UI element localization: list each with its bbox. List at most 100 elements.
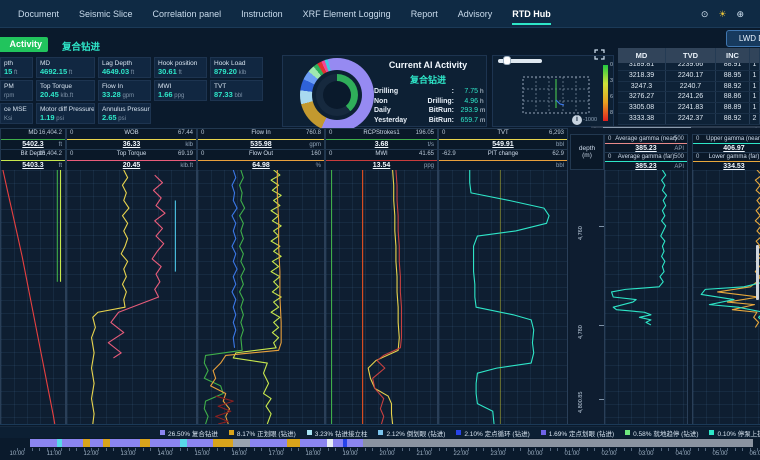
table-row[interactable]: 3247.3 2240.7 88.92 1 xyxy=(618,81,760,93)
legend-item-26-50[interactable]: 26.50% 复合钻进 xyxy=(160,428,218,438)
curve-name: PIT change xyxy=(487,151,519,157)
scale-max: 69.19 xyxy=(177,151,193,157)
timeline-tick xyxy=(483,448,485,451)
nav-item-correlation-panel[interactable]: Correlation panel xyxy=(152,8,222,19)
metric-value: 4649.03 ft xyxy=(102,67,135,76)
timeline-tick xyxy=(646,448,647,451)
stat-label: Drilling xyxy=(374,88,399,96)
table-row[interactable]: 3333.38 2242.37 88.92 2 xyxy=(618,113,760,125)
timeline-tick xyxy=(224,448,226,451)
stat-unit: h xyxy=(480,88,484,96)
table-row[interactable]: 3276.27 2241.26 88.86 1 xyxy=(618,92,760,104)
curve-name: MWI xyxy=(375,151,388,157)
timeline-tick xyxy=(372,448,374,451)
metric-label: Motor diff Pressure xyxy=(40,106,95,113)
table-row[interactable]: 3218.39 2240.17 88.95 1 xyxy=(618,70,760,82)
stat-unit: m xyxy=(480,107,486,115)
metric-value: 1.19 psi xyxy=(40,113,64,122)
metric-label: PM xyxy=(4,83,14,90)
curve-value-row: 5402.3 ft xyxy=(1,140,65,150)
scale-min: -62.9 xyxy=(442,151,456,157)
ai-panel-activity: 复合钻进 xyxy=(409,75,446,85)
depth-tick-mark xyxy=(599,398,604,400)
nav-item-rtd-hub[interactable]: RTD Hub xyxy=(512,0,551,28)
legend-item-1-69[interactable]: 1.69% 定点划眼 (钻进) xyxy=(540,428,615,438)
metric-label: Top Torque xyxy=(40,83,73,90)
timeline-segment xyxy=(333,439,343,447)
table-row[interactable]: 3305.08 2241.83 88.89 1 xyxy=(618,103,760,114)
curve-unit: API xyxy=(674,164,684,170)
legend-item-0-58[interactable]: 0.58% 就地趋停 (钻进) xyxy=(625,428,698,438)
fullscreen-icon[interactable] xyxy=(594,49,605,60)
curve-scale-row: 0 TVT 6,293 xyxy=(439,129,567,140)
curve-value-row: 5403.3 ft xyxy=(1,161,65,172)
nav-item-instruction[interactable]: Instruction xyxy=(241,8,283,19)
curve-value: 5402.3 xyxy=(22,140,44,148)
timeline-tick xyxy=(335,448,337,451)
metric-unit: psi xyxy=(116,116,126,122)
nav-item-advisory[interactable]: Advisory xyxy=(457,8,493,19)
log-curve xyxy=(233,170,281,424)
timeline-tick xyxy=(461,448,462,451)
nav-item-seismic-slice[interactable]: Seismic Slice xyxy=(79,8,133,19)
timeline-tick xyxy=(379,448,381,451)
nav-item-xrf-element-logging[interactable]: XRF Element Logging xyxy=(302,8,391,19)
table-cell: 2242.37 xyxy=(666,113,716,124)
timeline-tick xyxy=(749,448,751,451)
depth-label: depth xyxy=(578,145,596,152)
legend-color-swatch xyxy=(306,430,312,435)
activity-timeline-strip[interactable] xyxy=(30,439,760,447)
log-curve xyxy=(3,170,55,424)
vertical-scrollbar-thumb[interactable] xyxy=(756,245,759,300)
colorbar-tick: 8 xyxy=(610,110,614,116)
nav-item-document[interactable]: Document xyxy=(18,8,60,19)
wellbore-3d-view[interactable] xyxy=(520,70,594,118)
track-header: 0 WOB 67.44 36.33 klb 0 Top Torque 69.19 20.45 kl… xyxy=(66,128,197,172)
table-cell: 2241.26 xyxy=(666,92,716,103)
wellbore-3d-panel xyxy=(492,55,614,127)
nav-items: Document Seismic Slice Correlation panel In… xyxy=(18,0,571,28)
sun-icon[interactable]: ☀ xyxy=(718,8,727,19)
legend-item-2-12[interactable]: 2.12% 倒划眼 (钻进) xyxy=(378,428,445,438)
metric-unit: ft xyxy=(129,70,135,76)
track-plot xyxy=(0,170,66,424)
metric-unit: klb xyxy=(236,70,247,76)
timeline-tick xyxy=(675,448,677,451)
timeline-tick xyxy=(697,448,699,451)
nav-item-report[interactable]: Report xyxy=(410,8,438,19)
view-slider-track[interactable] xyxy=(498,59,542,63)
survey-table-header: MD TVD INC xyxy=(618,48,760,63)
timeline-tick xyxy=(424,448,425,451)
timeline-segment xyxy=(347,439,363,447)
scale-max: 196.05 xyxy=(415,130,434,136)
clock-icon[interactable]: ⊙ xyxy=(700,8,709,19)
scale-max: 160 xyxy=(310,151,321,157)
legend-item-8-17[interactable]: 8.17% 正划眼 (钻进) xyxy=(228,428,296,438)
legend-item-0-10[interactable]: 0.10% 停泵上提 xyxy=(709,428,760,438)
timeline-tick xyxy=(734,448,736,451)
lwd-data-button[interactable]: LWD Data xyxy=(726,30,760,47)
timeline-segment xyxy=(30,439,57,447)
metric-unit: klb.ft xyxy=(58,93,74,99)
curve-name: WOB xyxy=(124,130,139,136)
timeline-tick xyxy=(401,448,403,451)
curve-name: Bit Depth xyxy=(20,151,46,157)
donut-center xyxy=(323,81,351,109)
legend-item-3-23[interactable]: 3.23% 钻进接立柱 xyxy=(306,428,367,438)
curve-scale-row: 0 Flow In 760.8 xyxy=(198,129,324,140)
curve-name: MD xyxy=(28,130,38,136)
globe-icon[interactable]: ⊕ xyxy=(736,8,744,19)
timeline-hour-label: 21:00 xyxy=(416,451,432,457)
legend-item-2-10[interactable]: 2.10% 定点循环 (钻进) xyxy=(456,428,530,438)
info-icon[interactable]: i xyxy=(572,115,582,125)
survey-col-tvd: TVD xyxy=(666,48,716,63)
scale-min: 0 xyxy=(608,154,612,160)
chart-divider xyxy=(0,424,760,425)
track-curves xyxy=(439,170,567,424)
log-curve xyxy=(92,170,129,424)
timeline-segment xyxy=(110,439,140,447)
timeline-tick xyxy=(527,448,529,451)
legend-text: 1.69% 定点划眼 (钻进) xyxy=(548,430,615,438)
view-slider-handle[interactable] xyxy=(503,56,511,65)
log-curve xyxy=(216,396,234,424)
